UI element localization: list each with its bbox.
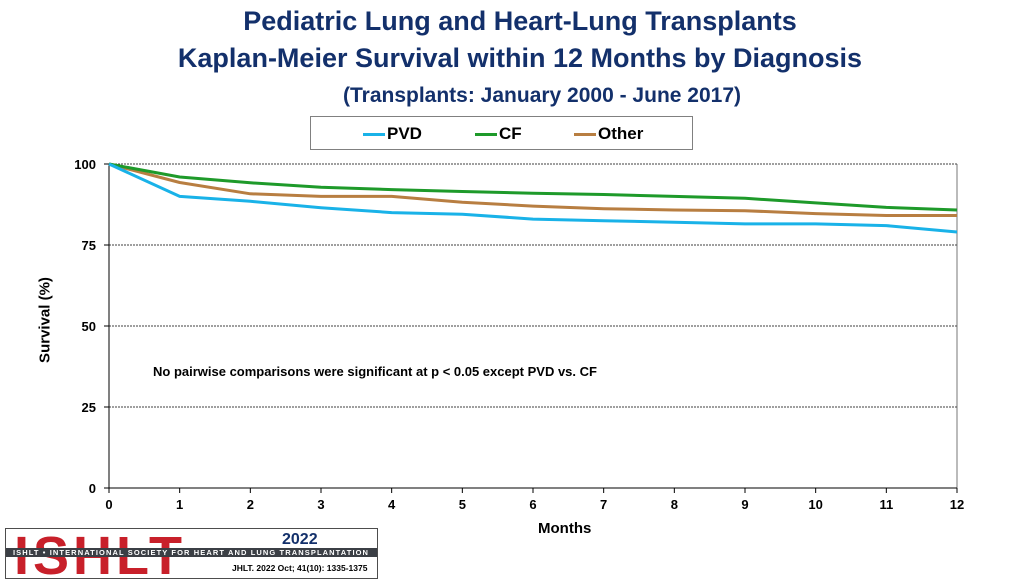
series-line-cf [108, 162, 958, 212]
x-tick-label-5: 5 [459, 497, 466, 512]
legend-item-cf: CF [475, 124, 522, 144]
x-tick-label-7: 7 [600, 497, 607, 512]
x-tick-label-10: 10 [808, 497, 822, 512]
chart-subtitle: (Transplants: January 2000 - June 2017) [342, 84, 741, 107]
x-tick-label-4: 4 [388, 497, 396, 512]
legend-label-cf: CF [499, 124, 522, 143]
x-tick-label-3: 3 [317, 497, 324, 512]
ishlt-tagline: ISHLT • INTERNATIONAL SOCIETY FOR HEART … [13, 548, 370, 557]
legend-swatch-other [574, 132, 596, 136]
legend-item-pvd: PVD [363, 124, 422, 144]
series-line-other [108, 162, 957, 217]
legend-swatch-cf [475, 132, 497, 136]
x-tick-label-0: 0 [105, 497, 112, 512]
legend-swatch-pvd [363, 132, 385, 136]
legend: PVD CF Other [310, 116, 693, 150]
x-tick-label-9: 9 [741, 497, 748, 512]
y-axis-label: Survival (%) [36, 277, 54, 363]
legend-label-other: Other [598, 124, 644, 143]
ishlt-logo-box: ISHLT ISHLT • INTERNATIONAL SOCIETY FOR … [5, 528, 378, 579]
legend-label-pvd: PVD [387, 124, 422, 143]
significance-note: No pairwise comparisons were significant… [153, 364, 597, 379]
journal-citation: JHLT. 2022 Oct; 41(10): 1335-1375 [232, 563, 368, 573]
y-tick-label-0: 0 [89, 481, 96, 496]
x-tick-label-12: 12 [950, 497, 964, 512]
legend-item-other: Other [574, 124, 643, 144]
x-tick-label-8: 8 [671, 497, 678, 512]
y-tick-label-25: 25 [82, 400, 96, 415]
x-tick-label-11: 11 [879, 497, 893, 512]
x-tick-label-6: 6 [529, 497, 536, 512]
x-tick-label-1: 1 [176, 497, 183, 512]
chart-title-line1: Pediatric Lung and Heart-Lung Transplant… [243, 6, 797, 36]
logo-band [6, 548, 377, 557]
x-axis-label: Months [538, 520, 592, 537]
chart-title-line2: Kaplan-Meier Survival within 12 Months b… [177, 43, 863, 73]
y-tick-label-50: 50 [82, 319, 96, 334]
x-tick-label-2: 2 [247, 497, 254, 512]
report-year: 2022 [282, 531, 318, 548]
series-line-pvd [108, 162, 958, 234]
y-tick-label-100: 100 [74, 157, 96, 172]
y-tick-label-75: 75 [82, 238, 96, 253]
